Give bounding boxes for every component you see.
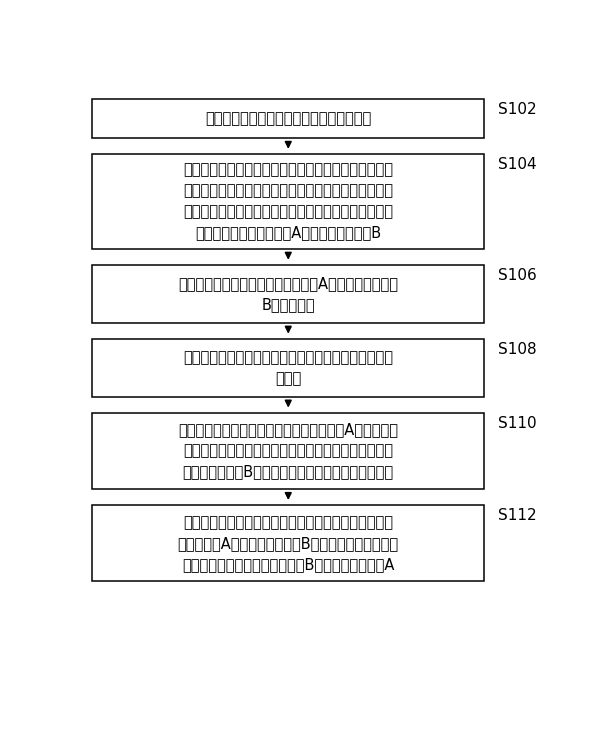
Text: 将第一总路程与第二总路程中较小的总路程对应的充电
站待选地址A或充电站待选地址B进行保留，并剔除较大
的总路程对应的充电站待选地址B或充电站待选地址A: 将第一总路程与第二总路程中较小的总路程对应的充电 站待选地址A或充电站待选地址B…	[178, 514, 399, 572]
Text: S108: S108	[498, 342, 537, 357]
Text: 分别测量两两充电站待选地址之间的最短路程，当所述
最短路程小于第一预设阈值时，则认定所述两两充电站
待选地址为临近充电站待选地址，预设临近充电站待选
地址包括充: 分别测量两两充电站待选地址之间的最短路程，当所述 最短路程小于第一预设阈值时，则…	[183, 163, 393, 241]
Text: 分别测量所有充电需求点到充电站待选地址A的路程，并
进行累加得到第一总路程；分别测量所有充电需求点到
充电站待选地址B的路程，并进行累加得到第二总路程: 分别测量所有充电需求点到充电站待选地址A的路程，并 进行累加得到第一总路程；分别…	[178, 422, 398, 479]
Text: S112: S112	[498, 508, 537, 523]
Text: 沿着最短路程标记出充电站待选地址A和充电站待选地址
B的路程中点: 沿着最短路程标记出充电站待选地址A和充电站待选地址 B的路程中点	[178, 276, 398, 312]
Text: 枚举出预设行政区域内所有充电站待选地址: 枚举出预设行政区域内所有充电站待选地址	[205, 111, 371, 126]
Text: 以所述路程中点为中心获取预设半径范围内的所有充电
需求点: 以所述路程中点为中心获取预设半径范围内的所有充电 需求点	[183, 350, 393, 386]
Bar	[92, 154, 484, 249]
Text: S110: S110	[498, 416, 537, 430]
Bar	[92, 99, 484, 138]
Text: S102: S102	[498, 101, 537, 116]
Bar	[92, 413, 484, 489]
Bar	[92, 506, 484, 581]
Bar	[92, 339, 484, 397]
Bar	[92, 265, 484, 322]
Text: S106: S106	[498, 268, 537, 283]
Text: S104: S104	[498, 157, 537, 172]
